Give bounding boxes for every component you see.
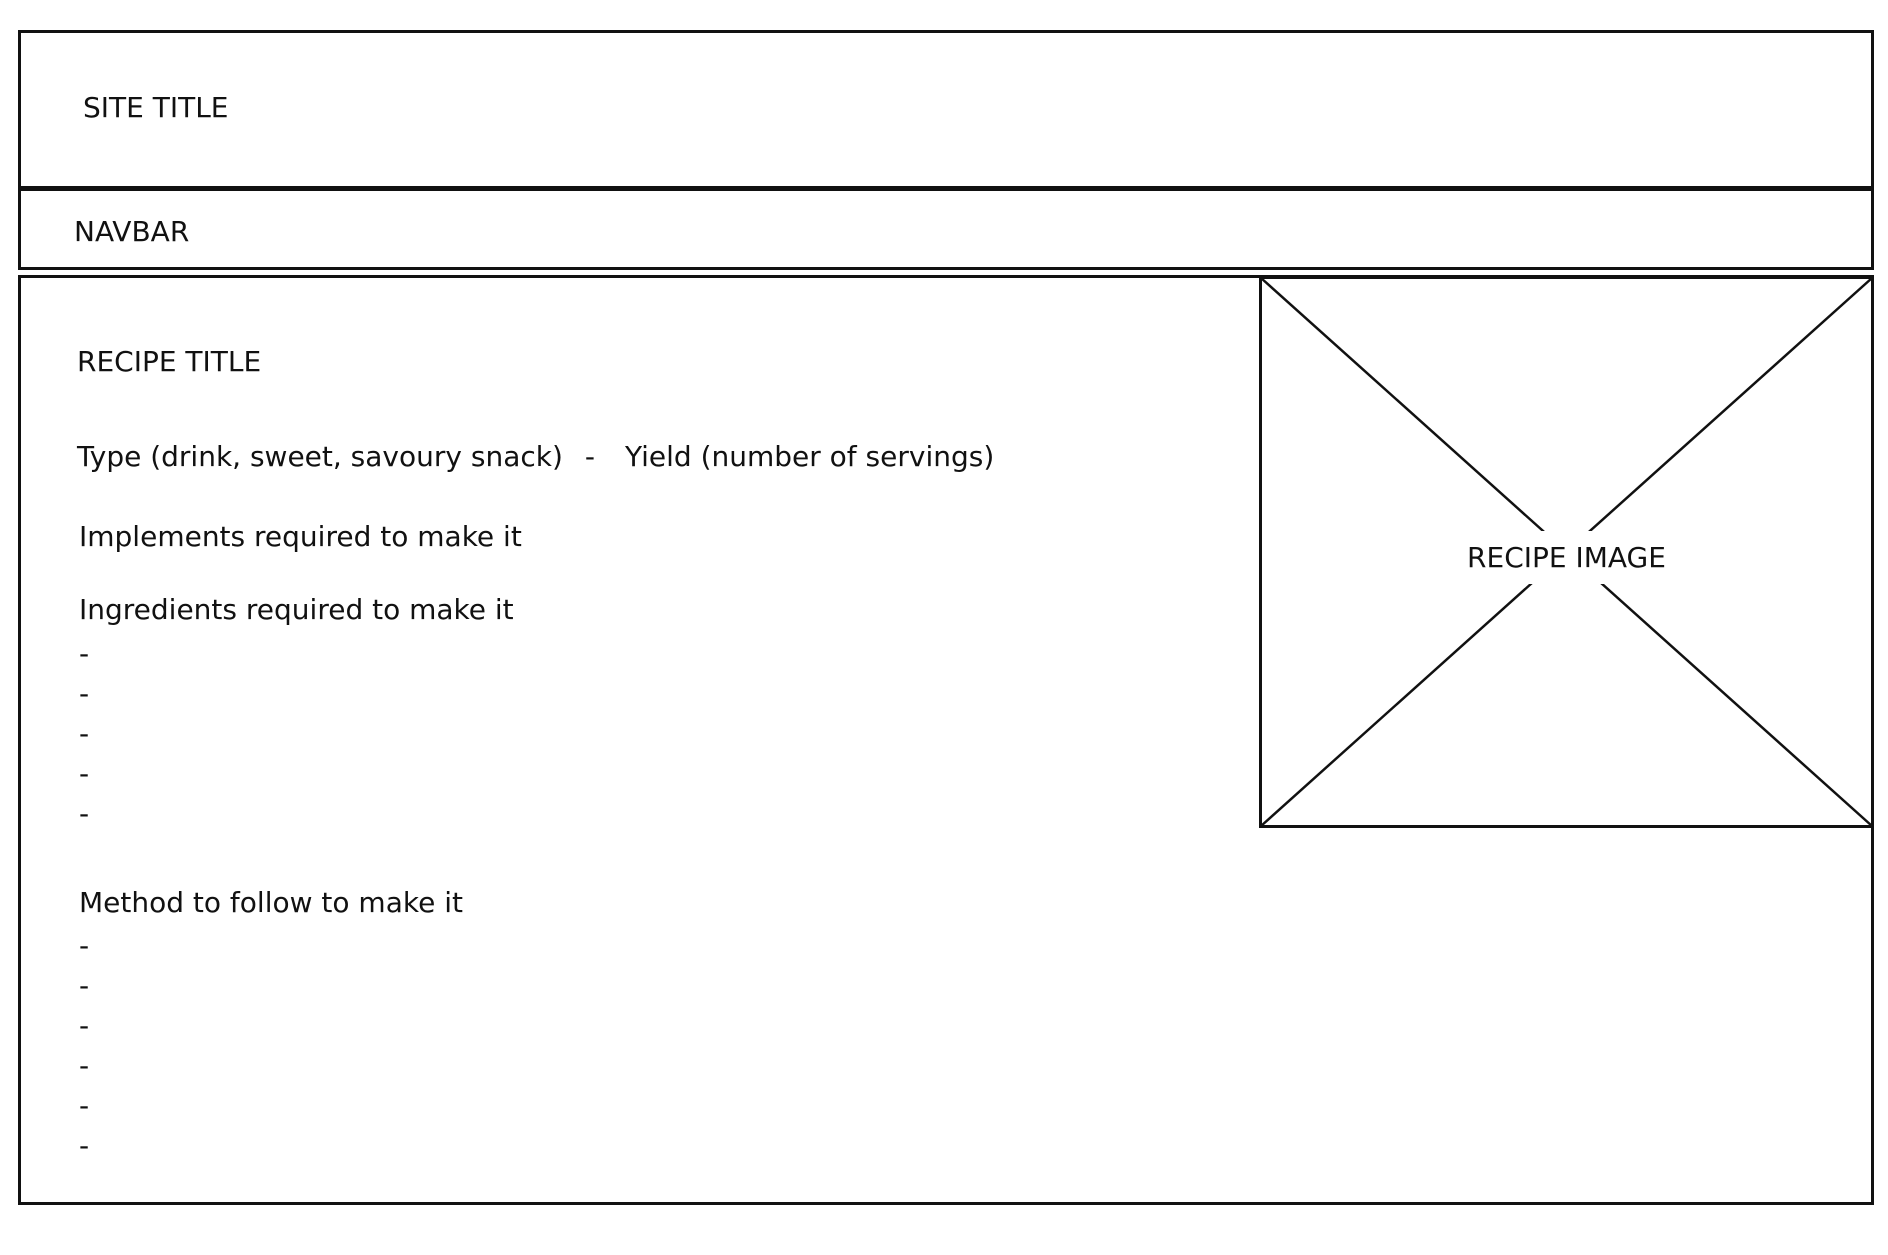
method-step: -	[79, 1049, 90, 1082]
ingredient-item: -	[79, 677, 90, 710]
ingredient-item: -	[79, 637, 90, 670]
ingredients-label: Ingredients required to make it	[79, 593, 514, 626]
method-step: -	[79, 969, 90, 1002]
recipe-image-placeholder: RECIPE IMAGE	[1259, 276, 1874, 828]
recipe-meta-line: Type (drink, sweet, savoury snack) - Yie…	[77, 443, 994, 471]
meta-separator: -	[584, 440, 595, 473]
implements-label: Implements required to make it	[79, 520, 522, 553]
method-step: -	[79, 929, 90, 962]
method-label: Method to follow to make it	[79, 886, 463, 919]
header-box	[18, 30, 1874, 189]
method-step: -	[79, 1009, 90, 1042]
recipe-yield: Yield (number of servings)	[625, 440, 995, 473]
method-step: -	[79, 1089, 90, 1122]
ingredient-item: -	[79, 717, 90, 750]
navbar-box	[18, 188, 1874, 270]
recipe-image-label-wrap: RECIPE IMAGE	[1259, 531, 1874, 584]
recipe-title: RECIPE TITLE	[77, 345, 262, 378]
site-title[interactable]: SITE TITLE	[83, 91, 229, 124]
recipe-type: Type (drink, sweet, savoury snack)	[77, 440, 563, 473]
method-step: -	[79, 1129, 90, 1162]
recipe-image-label: RECIPE IMAGE	[1453, 531, 1680, 584]
navbar-label[interactable]: NAVBAR	[74, 215, 190, 248]
ingredient-item: -	[79, 797, 90, 830]
ingredient-item: -	[79, 757, 90, 790]
